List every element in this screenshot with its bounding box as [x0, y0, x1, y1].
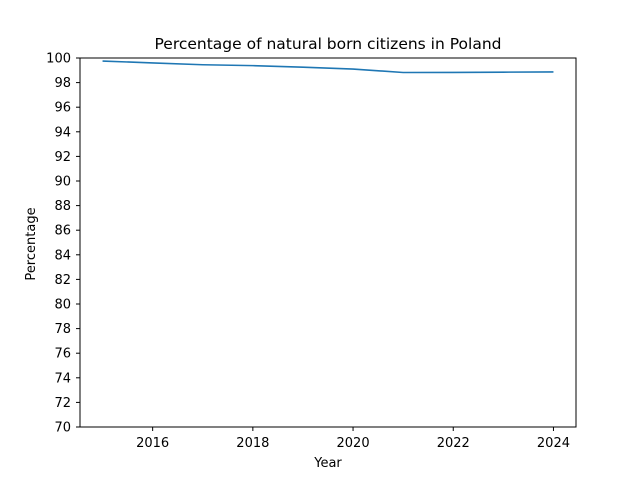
y-tick-label: 70 — [54, 421, 71, 436]
y-tick-label: 92 — [54, 150, 71, 165]
y-tick-label: 80 — [54, 298, 71, 313]
y-tick-label: 100 — [46, 52, 71, 67]
y-tick-label: 82 — [54, 273, 71, 288]
y-tick-label: 98 — [54, 76, 71, 91]
y-tick-label: 72 — [54, 396, 71, 411]
series-line — [102, 60, 554, 74]
x-tick-label: 2022 — [437, 436, 470, 451]
x-axis-label: Year — [313, 456, 342, 471]
y-tick-label: 86 — [54, 224, 71, 239]
y-tick-label: 84 — [54, 248, 71, 263]
plot-frame — [79, 57, 577, 428]
chart-title: Percentage of natural born citizens in P… — [154, 35, 501, 53]
y-tick-label: 96 — [54, 101, 71, 116]
y-tick-label: 94 — [54, 125, 71, 140]
plot-area — [79, 57, 577, 428]
x-tick-label: 2024 — [537, 436, 570, 451]
y-tick-label: 78 — [54, 322, 71, 337]
x-axis: 2016 2018 2020 2022 2024 — [136, 427, 570, 451]
y-tick-label: 88 — [54, 199, 71, 214]
y-axis: 70 72 74 76 78 80 82 84 86 88 90 92 94 96 98 100 — [46, 52, 80, 436]
series-layer — [102, 60, 554, 74]
y-tick-label: 74 — [54, 371, 71, 386]
y-axis-label: Percentage — [24, 207, 39, 280]
x-tick-label: 2020 — [337, 436, 370, 451]
x-tick-label: 2016 — [136, 436, 169, 451]
y-tick-label: 90 — [54, 175, 71, 190]
x-tick-label: 2018 — [236, 436, 269, 451]
y-tick-label: 76 — [54, 347, 71, 362]
